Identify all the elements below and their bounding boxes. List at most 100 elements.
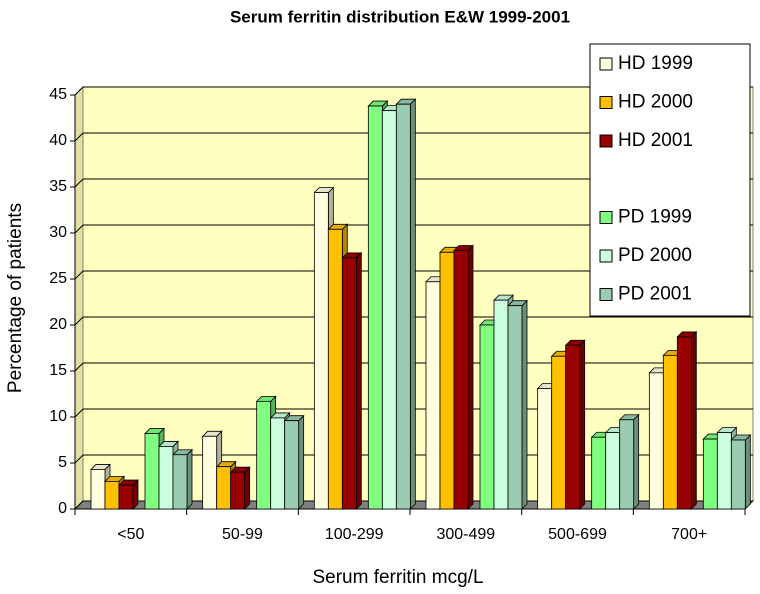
bar	[284, 420, 300, 510]
bar-side	[355, 251, 362, 510]
bar	[367, 105, 383, 510]
bar	[144, 433, 160, 510]
y-tick-label: 10	[49, 408, 67, 425]
y-tick-label: 15	[49, 362, 67, 379]
y-tick-label: 45	[49, 86, 67, 103]
grid-line-side	[74, 408, 84, 418]
bar-side	[579, 339, 586, 510]
grid-line-side	[74, 132, 84, 142]
x-tick-label: <50	[117, 526, 144, 543]
x-tick-label: 100-299	[325, 526, 384, 543]
bar	[453, 250, 469, 510]
grid-line-side	[74, 224, 84, 234]
bar-side	[244, 466, 251, 510]
bar-side	[467, 244, 474, 510]
bar	[90, 469, 106, 510]
y-tick-label: 40	[49, 132, 67, 149]
legend-swatch	[599, 96, 613, 109]
x-tick-label: 300-499	[436, 526, 495, 543]
grid-line-side	[74, 270, 84, 280]
bar	[202, 435, 218, 510]
bar	[479, 324, 495, 510]
bar	[676, 336, 692, 510]
bar	[565, 344, 581, 510]
bar-group	[283, 414, 305, 510]
grid-line-side	[74, 316, 84, 326]
bar-group	[341, 251, 363, 510]
bar-group	[172, 448, 193, 510]
y-tick-label: 30	[49, 224, 67, 241]
bar	[341, 257, 357, 510]
grid-line-side	[74, 178, 84, 188]
legend-swatch	[599, 249, 613, 263]
grid-line-side	[74, 500, 84, 510]
side-wall	[74, 85, 84, 511]
bar-group	[229, 466, 251, 510]
bar-group	[730, 434, 752, 510]
bar-side	[298, 414, 305, 510]
bar	[662, 354, 678, 510]
bar-side	[744, 434, 751, 510]
bar	[493, 299, 509, 510]
bar	[439, 251, 455, 510]
y-axis-label: Percentage of patients	[5, 203, 26, 393]
bar	[395, 103, 411, 510]
legend-box	[589, 43, 751, 317]
chart-title: Serum ferritin distribution E&W 1999-200…	[230, 7, 570, 26]
bar	[327, 228, 343, 510]
y-tick-label: 25	[49, 270, 67, 287]
bar	[716, 432, 732, 510]
grid-line-side	[74, 362, 84, 372]
bar	[270, 417, 286, 510]
bar	[104, 480, 120, 510]
bar-side	[690, 330, 697, 510]
bar-group	[676, 330, 698, 510]
bar	[619, 419, 635, 510]
x-tick-label: 50-99	[222, 526, 263, 543]
bar	[537, 388, 553, 510]
bar	[313, 192, 329, 510]
bar-group	[564, 339, 586, 510]
legend-label: PD 1999	[618, 207, 692, 228]
y-tick-label: 5	[58, 454, 67, 471]
legend-label: PD 2000	[618, 245, 692, 266]
y-tick-label: 0	[58, 500, 67, 517]
bar-group	[618, 413, 640, 510]
bar	[507, 305, 523, 510]
y-tick-label: 35	[49, 178, 67, 195]
legend-label: PD 2001	[618, 284, 692, 305]
bar	[605, 432, 621, 510]
grid-line-side	[74, 86, 84, 96]
bar	[158, 446, 174, 510]
bar	[702, 438, 718, 510]
bar	[230, 471, 246, 510]
bar-group	[118, 479, 139, 510]
legend-swatch	[599, 211, 613, 224]
bar-group	[395, 98, 417, 510]
bar-side	[186, 448, 193, 510]
grid-line-side	[74, 454, 84, 464]
bar-side	[409, 98, 416, 510]
bar-side	[521, 299, 528, 510]
x-axis-label: Serum ferritin mcg/L	[312, 567, 483, 588]
legend-swatch	[599, 134, 613, 148]
x-tick-label: 500-699	[548, 526, 607, 543]
bar-group	[453, 244, 474, 510]
bar	[551, 355, 567, 510]
bar	[730, 439, 746, 510]
x-tick-label: 700+	[671, 526, 707, 543]
legend-label: HD 1999	[618, 53, 693, 74]
bar	[216, 466, 232, 510]
y-tick-label: 20	[49, 316, 67, 333]
bar	[591, 436, 607, 510]
legend-label: HD 2000	[618, 92, 693, 113]
legend-swatch	[599, 57, 613, 71]
legend-label: HD 2001	[618, 130, 693, 151]
bar	[172, 454, 188, 510]
bar-side	[633, 413, 640, 510]
bar	[256, 400, 272, 510]
bar-group	[507, 299, 528, 510]
bar	[648, 372, 664, 510]
bar	[425, 281, 441, 510]
